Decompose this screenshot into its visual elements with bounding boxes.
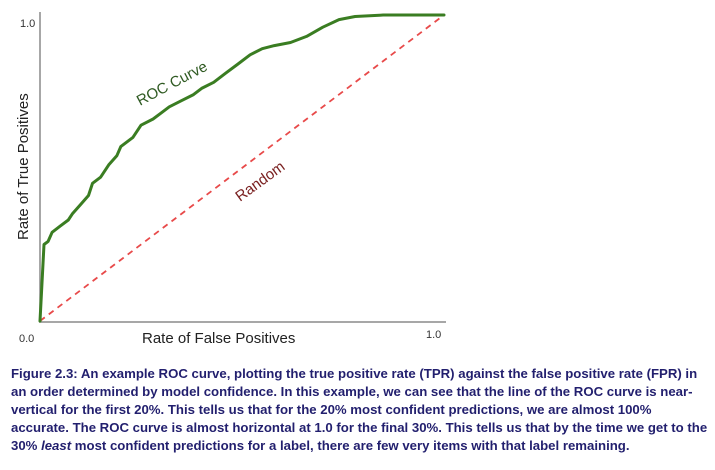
y-axis-label: Rate of True Positives [15, 93, 32, 240]
random-line [39, 14, 445, 322]
caption-text-1: An example ROC curve, plotting the true … [11, 366, 708, 453]
roc-chart: 1.0 0.0 1.0 Rate of False Positives Rate… [15, 12, 446, 347]
x-tick-end: 1.0 [426, 329, 441, 341]
x-axis-label: Rate of False Positives [142, 330, 295, 347]
random-annotation: Random [232, 158, 288, 205]
roc-curve-line [38, 13, 446, 323]
x-tick-origin: 0.0 [19, 333, 34, 345]
caption-italic: least [41, 438, 72, 453]
caption-label: Figure 2.3: [11, 366, 78, 381]
y-tick-top: 1.0 [20, 18, 35, 30]
caption-text-2: most confident predictions for a label, … [71, 438, 630, 453]
figure-caption: Figure 2.3: An example ROC curve, plotti… [11, 365, 711, 455]
roc-curve-annotation: ROC Curve [134, 58, 210, 109]
